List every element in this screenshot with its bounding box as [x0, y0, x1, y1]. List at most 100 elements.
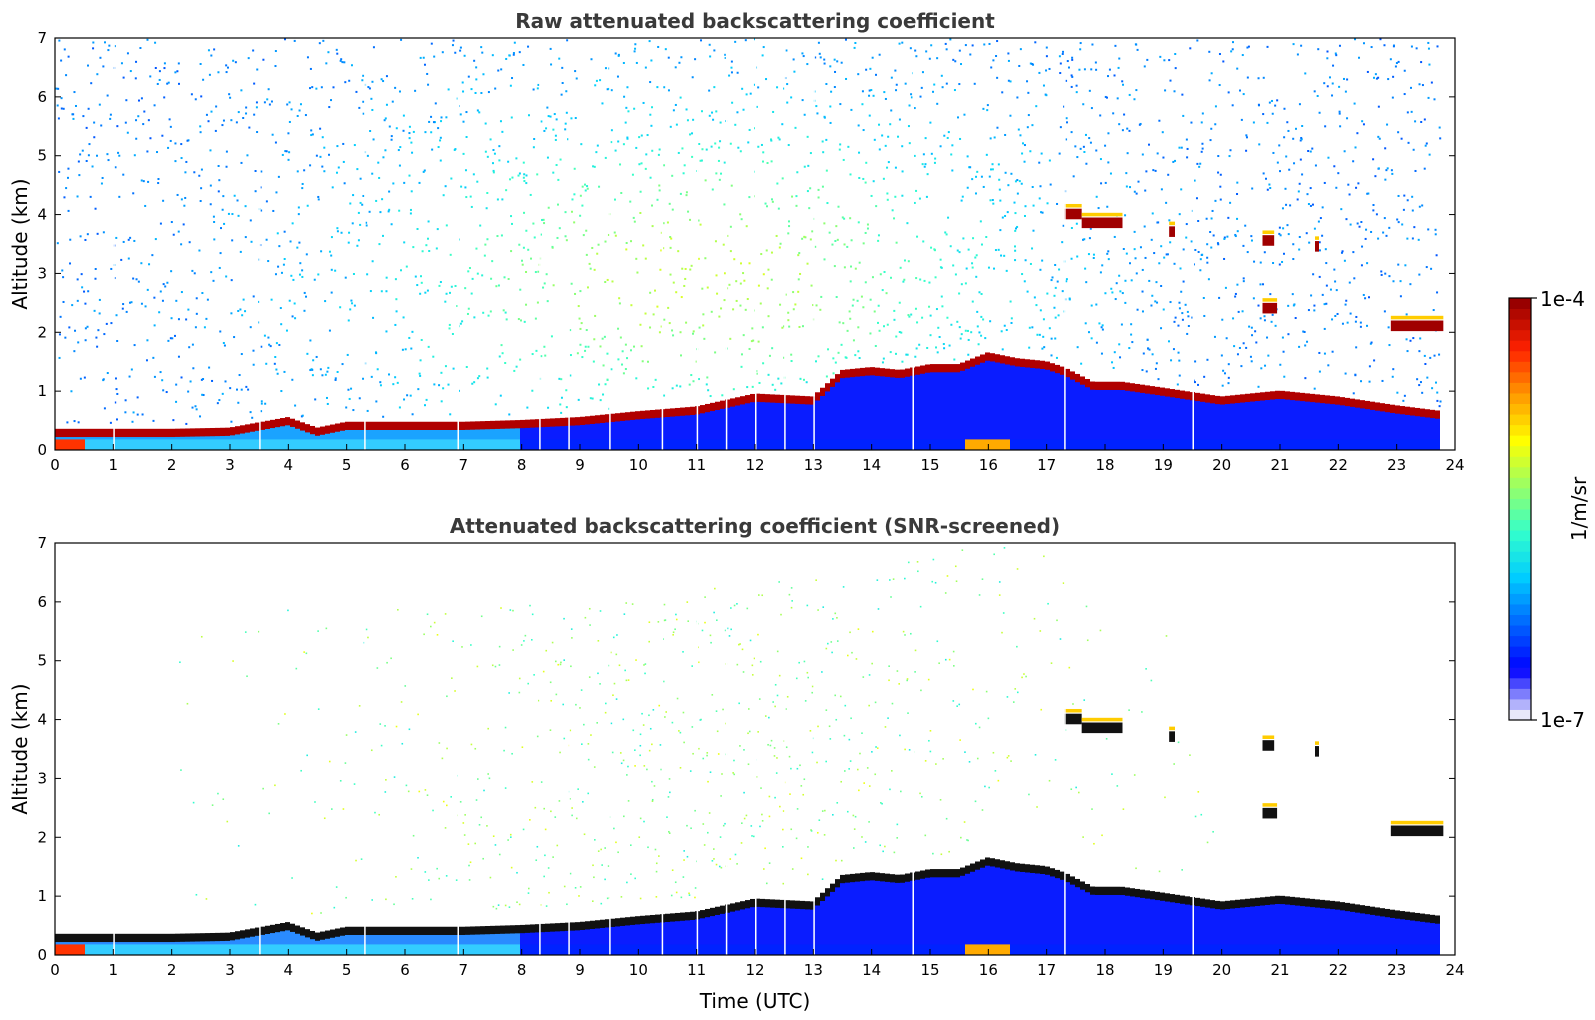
aerosol-column [895, 373, 900, 450]
noise-pixel [421, 250, 424, 253]
layer-top-cell [1245, 393, 1250, 403]
noise-pixel [76, 278, 79, 281]
noise-pixel [1217, 171, 1220, 174]
noise-pixel [787, 319, 790, 322]
aerosol-column [1185, 394, 1190, 450]
noise-pixel [677, 250, 680, 253]
noise-pixel [669, 236, 672, 239]
noise-pixel [1020, 182, 1023, 185]
surface-column [745, 944, 750, 955]
noise-pixel [632, 216, 635, 219]
noise-pixel [495, 285, 498, 288]
noise-pixel [1381, 379, 1384, 382]
noise-pixel [351, 222, 354, 225]
surface-column [245, 439, 250, 450]
noise-pixel [856, 768, 859, 771]
noise-pixel [527, 887, 530, 890]
noise-pixel [1029, 150, 1032, 153]
noise-pixel [1259, 261, 1262, 264]
layer-top-cell [85, 428, 90, 438]
noise-pixel [972, 688, 974, 691]
noise-pixel [859, 752, 861, 755]
aerosol-column [280, 421, 285, 450]
noise-pixel [857, 124, 860, 127]
noise-pixel [437, 127, 440, 130]
aerosol-column [465, 425, 470, 450]
aerosol-column [690, 915, 695, 955]
aerosol-column [890, 877, 895, 955]
noise-pixel [1110, 287, 1113, 290]
noise-pixel [1154, 367, 1157, 370]
noise-pixel [1323, 303, 1326, 306]
noise-pixel [58, 356, 61, 359]
noise-pixel [734, 40, 737, 43]
noise-pixel [1040, 211, 1043, 214]
noise-pixel [238, 374, 241, 377]
noise-pixel [894, 195, 897, 198]
layer-top-cell [470, 421, 475, 430]
noise-pixel [518, 243, 521, 246]
noise-pixel [446, 804, 448, 807]
noise-pixel [1383, 44, 1386, 47]
layer-top-cell [165, 933, 170, 943]
noise-pixel [1234, 233, 1237, 236]
noise-pixel [748, 730, 751, 733]
noise-pixel [895, 83, 898, 86]
surface-column [350, 944, 355, 955]
noise-pixel [1423, 118, 1426, 121]
layer-top-cell [130, 428, 135, 438]
layer-top-cell [215, 427, 220, 437]
noise-pixel [640, 162, 643, 165]
noise-pixel [770, 278, 773, 281]
noise-pixel [1406, 237, 1409, 240]
noise-pixel [1206, 261, 1209, 264]
noise-pixel [755, 105, 758, 108]
noise-pixel [1343, 259, 1346, 262]
noise-pixel [283, 370, 286, 373]
surface-column [240, 944, 245, 955]
surface-column [210, 439, 215, 450]
noise-pixel [1368, 296, 1371, 299]
surface-column [890, 944, 895, 955]
surface-column [835, 439, 840, 450]
noise-pixel [1045, 55, 1048, 58]
layer-top-cell [175, 933, 180, 942]
noise-pixel [574, 292, 577, 295]
noise-pixel [404, 348, 407, 351]
noise-pixel [750, 825, 753, 827]
noise-pixel [71, 304, 74, 307]
layer-top-cell [780, 394, 785, 404]
noise-pixel [1106, 205, 1109, 208]
layer-top-cell [260, 926, 265, 935]
noise-pixel [1227, 376, 1230, 379]
noise-pixel [394, 278, 397, 281]
noise-pixel [94, 267, 97, 270]
noise-pixel [659, 744, 662, 746]
surface-column [1000, 439, 1005, 450]
noise-pixel [1372, 204, 1375, 207]
surface-column [135, 439, 140, 450]
surface-column [830, 944, 835, 955]
layer-top-cell [290, 923, 295, 932]
noise-pixel [780, 613, 782, 616]
noise-pixel [993, 136, 996, 139]
data-gap [113, 38, 115, 450]
layer-top-cell [1030, 359, 1035, 368]
noise-pixel [402, 114, 405, 117]
noise-pixel [149, 75, 152, 78]
noise-pixel [358, 705, 361, 707]
noise-pixel [185, 160, 188, 163]
layer-top-cell [550, 923, 555, 932]
surface-column [460, 439, 465, 450]
noise-pixel [733, 604, 736, 607]
noise-pixel [398, 209, 401, 212]
surface-column [535, 944, 540, 955]
noise-pixel [1095, 195, 1098, 198]
noise-pixel [1397, 194, 1400, 197]
layer-top-cell [1390, 404, 1395, 413]
noise-pixel [994, 770, 997, 772]
noise-pixel [649, 291, 652, 294]
surface-column [925, 439, 930, 450]
noise-pixel [1133, 248, 1136, 251]
noise-pixel [1111, 291, 1114, 294]
